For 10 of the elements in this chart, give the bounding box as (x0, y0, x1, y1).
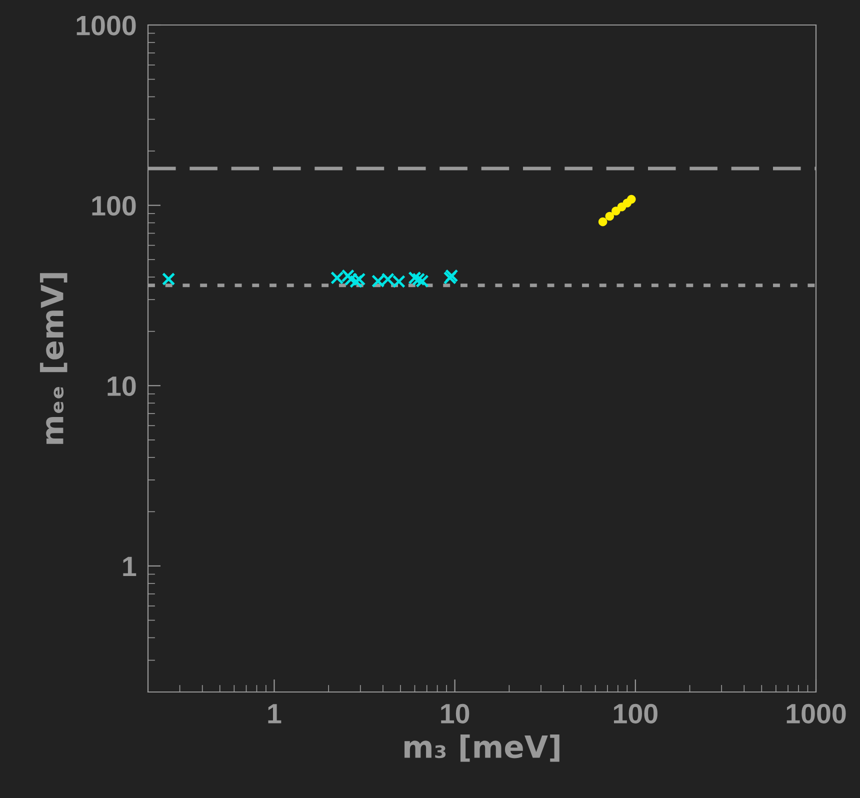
x-axis-title: m₃ [meV] (404, 734, 560, 762)
x-tick-label: 1 (268, 704, 282, 724)
x-tick-label: 10 (441, 704, 470, 724)
y-tick-label: 1000 (76, 16, 136, 36)
x-tick-label: 100 (614, 704, 658, 724)
y-tick-label: 100 (92, 196, 136, 216)
y-axis-title: mₑₑ [emV] (40, 273, 68, 444)
y-tick-label: 1 (123, 556, 136, 576)
y-tick-label: 10 (108, 376, 136, 396)
x-tick-label: 1000 (786, 704, 846, 724)
